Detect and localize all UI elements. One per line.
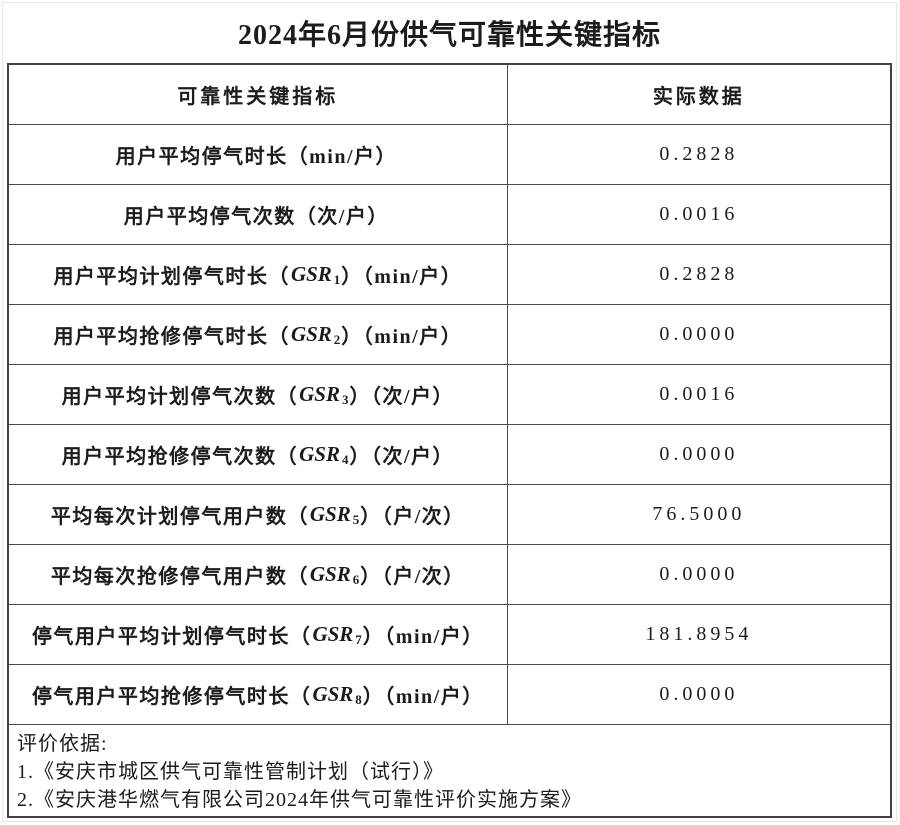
indicator-value: 0.0016 [507,184,890,244]
evaluation-basis-note: 评价依据: 1.《安庆市城区供气可靠性管制计划（试行）》 2.《安庆港华燃气有限… [9,724,890,816]
label-text: ）（min/户） [341,266,463,288]
gsr-subscript: 4 [341,451,349,467]
indicator-label: 停气用户平均抢修停气时长（ GSR 8 ）（min/户） [9,664,508,724]
gsr-subscript: 7 [355,631,362,647]
indicator-value: 0.0000 [507,304,890,364]
label-text: 用户平均计划停气时长（ [53,266,290,288]
indicator-value: 76.5000 [507,484,890,544]
indicator-value: 0.0000 [507,424,890,484]
header-cell-indicator: 可靠性关键指标 [9,65,508,124]
label-text: 用户平均计划停气次数（ [61,386,299,408]
indicator-label: 停气用户平均计划停气时长（ GSR 7 ）（min/户） [9,604,508,664]
gsr-symbol: GSR [299,442,340,466]
label-text: 用户平均抢修停气时长（ [53,326,290,348]
evaluation-basis-line: 2.《安庆港华燃气有限公司2024年供气可靠性评价实施方案》 [17,789,582,811]
label-text: ）（min/户） [341,326,463,348]
gsr-symbol: GSR [309,562,351,586]
label-text: 用户平均停气时长（min/户） [115,146,398,168]
label-text: 停气用户平均抢修停气时长（ [31,686,312,708]
gsr-subscript: 5 [352,511,360,527]
report-title: 2024年6月份供气可靠性关键指标 [237,20,661,51]
indicator-label: 用户平均抢修停气次数（ GSR 4 ）（次/户） [9,424,508,484]
gsr-symbol: GSR [290,322,332,346]
indicator-label: 平均每次计划停气用户数（ GSR 5 ）（户/次） [9,484,508,544]
label-text: ）（户/次） [360,506,465,528]
gsr-subscript: 2 [333,331,341,347]
label-text: ）（次/户） [349,446,455,468]
evaluation-basis-line: 1.《安庆市城区供气可靠性管制计划（试行）》 [17,761,444,783]
indicator-label: 用户平均停气次数（次/户） [9,184,508,244]
gsr-symbol: GSR [299,382,340,406]
indicator-label: 用户平均计划停气次数（ GSR 3 ）（次/户） [9,364,508,424]
indicator-value: 181.8954 [507,604,890,664]
label-text: ）（min/户） [362,626,484,648]
title-bar: 2024年6月份供气可靠性关键指标 [3,3,896,63]
label-text: 平均每次抢修停气用户数（ [50,566,309,588]
gsr-subscript: 8 [355,691,362,707]
label-text: ）（次/户） [349,386,455,408]
gsr-subscript: 6 [352,571,360,587]
indicator-value: 0.0000 [507,544,890,604]
gsr-symbol: GSR [290,262,332,286]
label-text: 用户平均抢修停气次数（ [61,446,299,468]
header-cell-actual: 实际数据 [652,86,745,108]
indicator-value: 0.2828 [507,124,890,184]
indicator-label: 平均每次抢修停气用户数（ GSR 6 ）（户/次） [9,544,508,604]
evaluation-basis-heading: 评价依据: [17,733,108,755]
indicator-label: 用户平均计划停气时长（ GSR 1 ）（min/户） [9,244,508,304]
gsr-symbol: GSR [312,622,354,646]
gsr-subscript: 3 [341,391,349,407]
gsr-subscript: 1 [333,271,341,287]
label-text: 用户平均停气次数（次/户） [123,206,389,228]
indicator-value: 0.0000 [507,664,890,724]
label-text: 停气用户平均计划停气时长（ [31,626,312,648]
gsr-symbol: GSR [309,502,351,526]
label-text: ）（min/户） [362,686,484,708]
indicator-label: 用户平均停气时长（min/户） [9,124,508,184]
indicator-value: 0.2828 [507,244,890,304]
gsr-symbol: GSR [312,682,354,706]
indicators-table: 可靠性关键指标 实际数据 用户平均停气时长（min/户） 0.2828 用户平均… [7,63,892,818]
label-text: 平均每次计划停气用户数（ [50,506,309,528]
label-text: ）（户/次） [360,566,465,588]
indicator-label: 用户平均抢修停气时长（ GSR 2 ）（min/户） [9,304,508,364]
indicator-value: 0.0016 [507,364,890,424]
